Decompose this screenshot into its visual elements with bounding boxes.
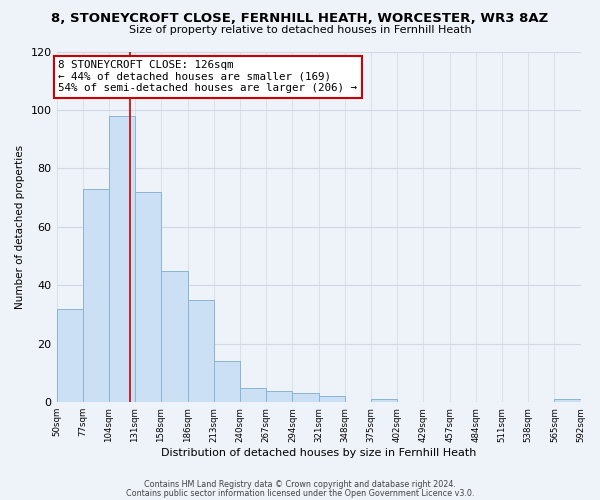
Y-axis label: Number of detached properties: Number of detached properties (15, 145, 25, 309)
Bar (188, 300, 214, 402)
X-axis label: Distribution of detached houses by size in Fernhill Heath: Distribution of detached houses by size … (161, 448, 476, 458)
Bar (292, 394, 319, 402)
Bar (371, 400, 397, 402)
Bar (554, 400, 581, 402)
Text: Contains HM Land Registry data © Crown copyright and database right 2024.: Contains HM Land Registry data © Crown c… (144, 480, 456, 489)
Text: Contains public sector information licensed under the Open Government Licence v3: Contains public sector information licen… (126, 488, 474, 498)
Bar (135, 192, 161, 402)
Bar (266, 390, 292, 402)
Text: 8, STONEYCROFT CLOSE, FERNHILL HEATH, WORCESTER, WR3 8AZ: 8, STONEYCROFT CLOSE, FERNHILL HEATH, WO… (52, 12, 548, 26)
Bar (319, 396, 344, 402)
Bar (161, 270, 188, 402)
Bar (109, 116, 135, 402)
Bar (56, 308, 83, 402)
Bar (240, 388, 266, 402)
Bar (214, 362, 240, 402)
Bar (83, 189, 109, 402)
Text: Size of property relative to detached houses in Fernhill Heath: Size of property relative to detached ho… (128, 25, 472, 35)
Text: 8 STONEYCROFT CLOSE: 126sqm
← 44% of detached houses are smaller (169)
54% of se: 8 STONEYCROFT CLOSE: 126sqm ← 44% of det… (58, 60, 358, 94)
